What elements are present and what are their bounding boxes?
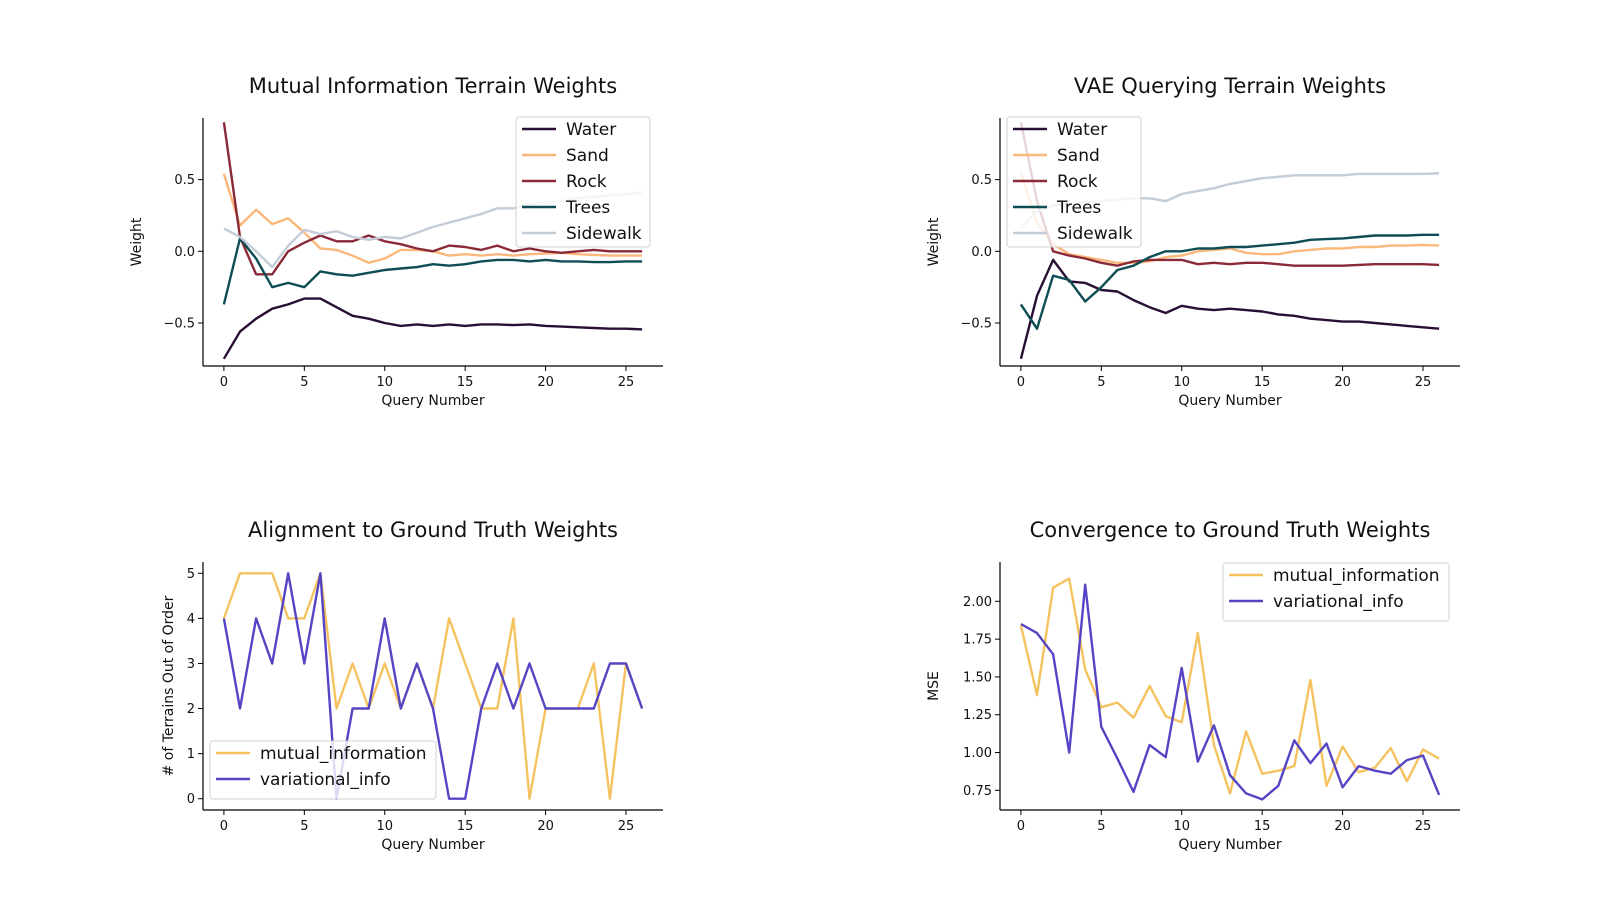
x-tick-label: 20 [1334, 819, 1351, 834]
series-line-water [1019, 258, 1440, 360]
x-axis-label: Query Number [381, 393, 484, 409]
x-tick-label: 10 [376, 375, 393, 390]
x-tick-label: 0 [220, 375, 228, 390]
legend-label: Sidewalk [1057, 224, 1133, 244]
x-tick-label: 15 [1254, 819, 1271, 834]
x-tick-label: 25 [618, 819, 635, 834]
x-tick-label: 5 [300, 819, 308, 834]
x-tick-label: 10 [1173, 819, 1190, 834]
y-tick-label: 1.50 [963, 670, 992, 685]
legend-label: Sand [1057, 146, 1100, 166]
x-tick-label: 20 [537, 375, 554, 390]
x-tick-label: 15 [457, 375, 474, 390]
x-axis-label: Query Number [1178, 393, 1281, 409]
legend: mutual_information variational_info [209, 740, 437, 800]
series-line-trees [1019, 233, 1440, 330]
legend: Water Sand Rock Trees Sidewalk [1006, 116, 1142, 248]
series-line-rock [1019, 122, 1440, 267]
y-tick-label: 0.5 [971, 173, 992, 188]
y-tick-label: 0.0 [971, 245, 992, 260]
x-tick-label: 25 [1415, 375, 1432, 390]
x-tick-label: 5 [1097, 819, 1105, 834]
x-tick-label: 5 [1097, 375, 1105, 390]
y-tick-label: −0.5 [163, 316, 195, 331]
legend-label: variational_info [260, 770, 391, 790]
y-tick-label: 2 [187, 702, 195, 717]
legend-label: Rock [1057, 172, 1098, 192]
chart-2: VAE Querying Terrain Weights 0 5 10 15 20 25 −0… [926, 74, 1460, 409]
legend-label: Trees [565, 198, 610, 218]
x-tick-label: 5 [300, 375, 308, 390]
y-tick-label: 2.00 [963, 595, 992, 610]
legend-box [1222, 562, 1450, 622]
y-tick-label: 1.25 [963, 708, 992, 723]
x-tick-label: 0 [220, 819, 228, 834]
x-tick-label: 10 [1173, 375, 1190, 390]
y-tick-label: −0.5 [960, 316, 992, 331]
y-tick-label: 0.0 [174, 245, 195, 260]
y-axis-label: Weight [129, 217, 145, 266]
y-tick-label: 5 [187, 567, 195, 582]
series-line-water [222, 297, 643, 360]
legend-label: Trees [1056, 198, 1101, 218]
y-axis-label: Weight [926, 217, 942, 266]
legend: mutual_information variational_info [1222, 562, 1450, 622]
legend: Water Sand Rock Trees Sidewalk [515, 116, 651, 248]
legend-box [515, 116, 651, 248]
x-axis-label: Query Number [381, 837, 484, 853]
x-tick-label: 20 [1334, 375, 1351, 390]
legend-label: Water [566, 120, 616, 140]
legend-label: mutual_information [1273, 566, 1440, 586]
x-tick-label: 25 [618, 375, 635, 390]
series-line-rock [222, 122, 643, 276]
x-axis-label: Query Number [1178, 837, 1281, 853]
y-axis-label: # of Terrains Out of Order [161, 595, 177, 776]
x-tick-label: 0 [1017, 375, 1025, 390]
y-axis-label: MSE [926, 671, 942, 701]
y-tick-label: 3 [187, 657, 195, 672]
chart-title: VAE Querying Terrain Weights [1074, 74, 1386, 98]
chart-title: Alignment to Ground Truth Weights [248, 518, 618, 542]
chart-title: Convergence to Ground Truth Weights [1030, 518, 1431, 542]
y-tick-label: 1.00 [963, 746, 992, 761]
x-tick-label: 25 [1415, 819, 1432, 834]
y-tick-label: 4 [187, 612, 195, 627]
x-tick-label: 0 [1017, 819, 1025, 834]
series-line-trees [222, 237, 643, 305]
chart-4: Convergence to Ground Truth Weights 0 5 10 1… [926, 518, 1460, 853]
y-tick-label: 0.5 [174, 173, 195, 188]
series-line-variational-info [222, 572, 644, 800]
legend-label: Sand [566, 146, 609, 166]
y-tick-label: 1.75 [963, 633, 992, 648]
x-tick-label: 20 [537, 819, 554, 834]
y-tick-label: 1 [187, 747, 195, 762]
x-tick-label: 15 [1254, 375, 1271, 390]
y-tick-label: 0.75 [963, 784, 992, 799]
chart-1: Mutual Information Terrain Weights 0 5 10 15… [129, 74, 663, 409]
legend-label: Sidewalk [566, 224, 642, 244]
series-line-variational-info [1020, 583, 1441, 801]
y-tick-label: 0 [187, 792, 195, 807]
legend-label: Water [1057, 120, 1107, 140]
x-tick-label: 15 [457, 819, 474, 834]
legend-box [1006, 116, 1142, 248]
legend-label: Rock [566, 172, 607, 192]
series-line-sand [1019, 172, 1440, 264]
legend-label: mutual_information [260, 744, 427, 764]
legend-box [209, 740, 437, 800]
legend-label: variational_info [1273, 592, 1404, 612]
chart-title: Mutual Information Terrain Weights [249, 74, 617, 98]
x-tick-label: 10 [376, 819, 393, 834]
